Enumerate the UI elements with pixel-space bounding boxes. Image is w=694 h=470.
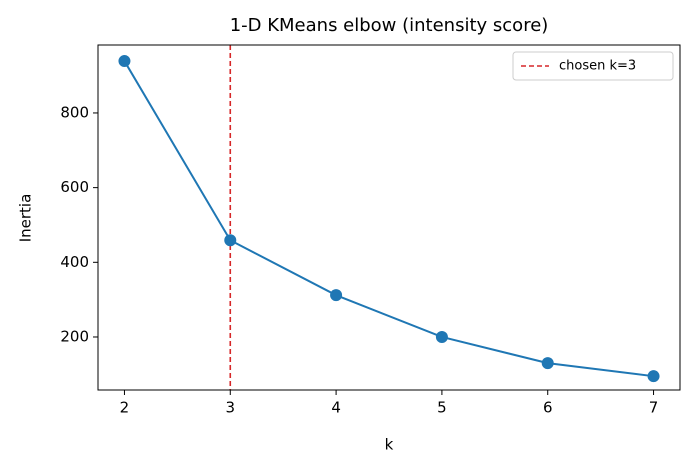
x-tick-label: 2 (120, 399, 130, 417)
y-tick-label: 400 (60, 253, 89, 271)
x-tick-label: 6 (543, 399, 553, 417)
legend-label: chosen k=3 (559, 59, 636, 74)
point (435, 330, 448, 343)
x-tick-label: 7 (649, 399, 659, 417)
y-tick-label: 200 (60, 327, 89, 345)
x-tick-label: 5 (437, 399, 447, 417)
y-axis-label: Inertia (17, 194, 35, 243)
legend-box (512, 51, 674, 81)
point (541, 357, 554, 370)
point (647, 370, 660, 383)
point (330, 289, 343, 302)
y-tick-label: 600 (60, 178, 89, 196)
point (224, 234, 237, 247)
plot-frame (97, 44, 681, 391)
x-tick-label: 3 (225, 399, 235, 417)
x-tick-label: 4 (331, 399, 341, 417)
point (118, 55, 131, 68)
series-line (123, 60, 654, 378)
x-axis-label: k (385, 436, 394, 454)
y-tick-label: 800 (60, 103, 89, 121)
chart-title: 1-D KMeans elbow (intensity score) (230, 15, 549, 36)
